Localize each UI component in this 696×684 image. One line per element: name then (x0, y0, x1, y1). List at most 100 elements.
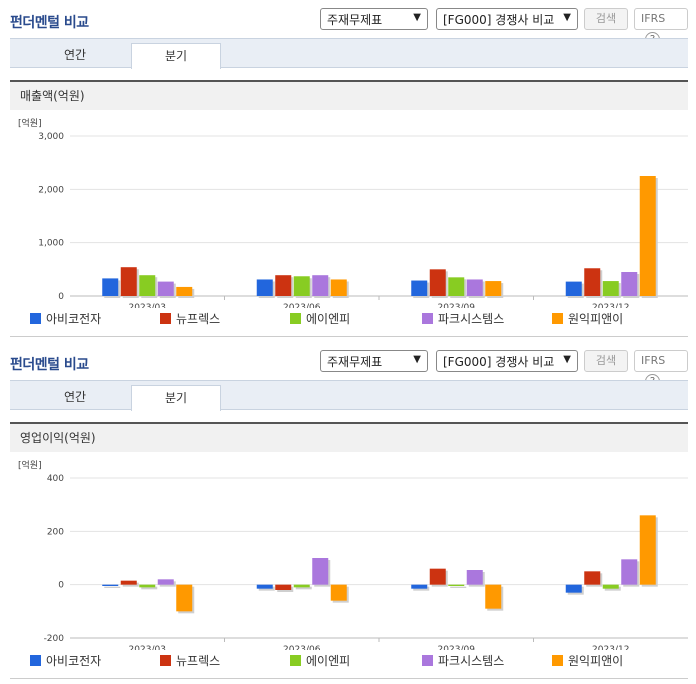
bar (157, 579, 174, 585)
bar-shadow (450, 586, 467, 588)
x-tick-label: 2023/03 (129, 645, 166, 650)
legend-label: 원익피앤이 (568, 312, 624, 326)
bar (256, 279, 273, 296)
bar (293, 584, 310, 588)
bar (275, 275, 292, 296)
panel-title: 펀더멘털 비교 (10, 15, 89, 31)
period-tabs: 연간 분기 (10, 38, 688, 69)
statement-select-value: 주재무제표 (327, 355, 383, 369)
legend-item[interactable]: 원익피앤이 (552, 652, 623, 669)
x-tick-label: 2023/12 (592, 303, 629, 308)
legend-item[interactable]: 아비코전자 (30, 652, 101, 669)
operating-profit-panel: 펀더멘털 비교 주재무제표 ▼ [FG000] 경쟁사 비교 ▼ 검색 IFRS… (0, 342, 696, 682)
y-tick-label: 2,000 (38, 185, 64, 195)
ifrs-label: IFRS (641, 354, 666, 367)
bar-shadow (104, 586, 121, 588)
legend-swatch (290, 655, 301, 666)
legend-swatch (30, 655, 41, 666)
compare-select[interactable]: [FG000] 경쟁사 비교 ▼ (436, 8, 578, 30)
bar (448, 584, 465, 586)
bar (639, 176, 656, 296)
statement-select[interactable]: 주재무제표 ▼ (320, 350, 428, 372)
x-tick-label: 2023/09 (438, 303, 476, 308)
legend-label: 파크시스템스 (438, 312, 505, 326)
tab-annual[interactable]: 연간 (63, 48, 87, 62)
bar (485, 584, 502, 609)
y-tick-label: 400 (47, 474, 64, 484)
legend-label: 뉴프렉스 (176, 654, 221, 668)
legend-label: 에이엔피 (306, 312, 351, 326)
legend-swatch (552, 313, 563, 324)
bar (411, 280, 428, 296)
legend-item[interactable]: 에이엔피 (290, 652, 350, 669)
ifrs-badge[interactable]: IFRS? (634, 350, 688, 389)
bar-shadow (295, 586, 312, 590)
y-tick-label: 1,000 (38, 239, 64, 249)
legend-swatch (422, 313, 433, 324)
legend-item[interactable]: 에이엔피 (290, 310, 350, 327)
legend-item[interactable]: 파크시스템스 (422, 310, 504, 327)
bar (466, 279, 483, 296)
metric-label: 영업이익(억원) (10, 422, 688, 452)
revenue-chart: [억원] 0 1,000 2,000 3,000 2023/03 2023/06 2023/0… (18, 117, 688, 308)
statement-select[interactable]: 주재무제표 ▼ (320, 8, 428, 30)
compare-select[interactable]: [FG000] 경쟁사 비교 ▼ (436, 350, 578, 372)
bar (485, 281, 502, 296)
chevron-down-icon: ▼ (413, 12, 421, 23)
metric-label: 매출액(억원) (10, 80, 688, 110)
bar (102, 584, 119, 586)
legend-label: 뉴프렉스 (176, 312, 221, 326)
bar (330, 584, 347, 601)
legend-label: 원익피앤이 (568, 654, 624, 668)
bar-shadow (258, 586, 275, 591)
bar (584, 268, 601, 296)
ifrs-badge[interactable]: IFRS? (634, 8, 688, 47)
chevron-down-icon: ▼ (563, 12, 571, 23)
period-tabs: 연간 분기 (10, 380, 688, 411)
bar (429, 568, 446, 585)
operating-profit-chart: [억원] -200 0 200 400 2023/03 2023/06 2023/09 2023… (18, 459, 688, 650)
bar (293, 276, 310, 296)
x-tick-label: 2023/03 (129, 303, 166, 308)
legend-swatch (290, 313, 301, 324)
search-button[interactable]: 검색 (584, 350, 628, 372)
bar (429, 269, 446, 296)
bar (157, 281, 174, 296)
bar-shadow (122, 582, 139, 587)
bar-shadow (141, 586, 158, 590)
bar (602, 281, 619, 296)
statement-select-value: 주재무제표 (327, 13, 383, 27)
bar (584, 571, 601, 585)
bar (411, 584, 428, 589)
y-tick-label: -200 (44, 634, 65, 644)
tab-quarterly[interactable]: 분기 (131, 43, 221, 69)
x-tick-label: 2023/12 (592, 645, 629, 650)
legend-item[interactable]: 뉴프렉스 (160, 652, 220, 669)
legend-label: 아비코전자 (46, 312, 102, 326)
bar (330, 279, 347, 296)
bar (120, 580, 137, 585)
legend-item[interactable]: 아비코전자 (30, 310, 101, 327)
tab-annual[interactable]: 연간 (63, 390, 87, 404)
compare-select-value: [FG000] 경쟁사 비교 (443, 13, 555, 27)
divider (10, 336, 688, 337)
legend-item[interactable]: 파크시스템스 (422, 652, 504, 669)
tab-quarterly[interactable]: 분기 (131, 385, 221, 411)
bar (275, 584, 292, 590)
legend-swatch (160, 655, 171, 666)
bar-shadow (604, 586, 621, 591)
x-tick-label: 2023/06 (283, 303, 321, 308)
legend-item[interactable]: 뉴프렉스 (160, 310, 220, 327)
bar (466, 570, 483, 585)
bar (602, 584, 619, 589)
bar (565, 584, 582, 593)
search-button[interactable]: 검색 (584, 8, 628, 30)
bar (120, 267, 137, 296)
bar (102, 278, 119, 296)
ifrs-label: IFRS (641, 12, 666, 25)
y-unit-label: [억원] (18, 117, 42, 129)
y-tick-label: 0 (58, 581, 64, 591)
bar (639, 515, 656, 585)
bar (621, 272, 638, 296)
legend-item[interactable]: 원익피앤이 (552, 310, 623, 327)
